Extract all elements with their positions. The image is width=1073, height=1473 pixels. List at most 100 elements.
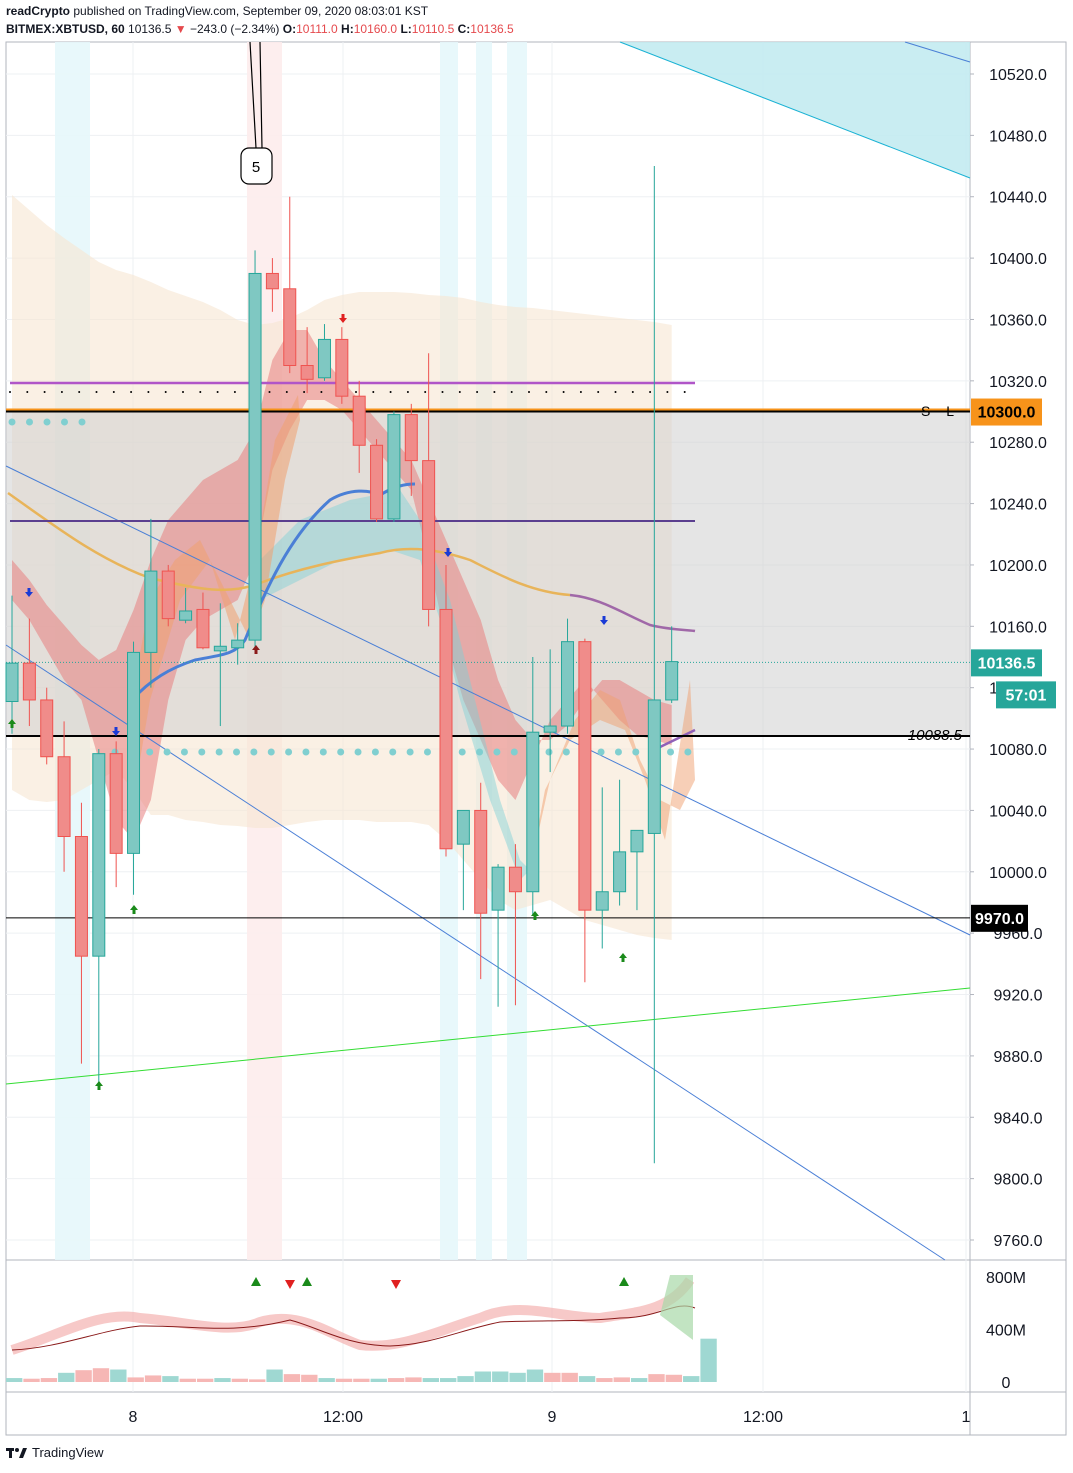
candle[interactable] [300,327,314,394]
candle-body [491,866,505,911]
volume-tick-label: 800M [986,1270,1026,1287]
up-triangle-icon [619,1277,629,1286]
teal-dot [458,748,466,756]
volume-bar [75,1370,92,1382]
candle[interactable] [491,864,505,1007]
volume-bar [405,1377,422,1382]
candle[interactable] [578,638,592,983]
volume-bar [144,1375,162,1382]
close-value: 10136.5 [470,22,514,36]
low-label: L: [400,22,412,36]
volume-tick-label: 0 [1002,1375,1011,1392]
level-dot [320,391,323,393]
candle[interactable] [526,657,540,915]
level-dot [130,391,133,393]
footer: TradingView [6,1445,104,1460]
up-arrow-icon [252,645,260,654]
candle[interactable] [630,829,644,911]
candle[interactable] [456,809,470,911]
candle[interactable] [561,618,575,734]
price-tick-label: 10160.0 [989,619,1047,636]
candle[interactable] [127,641,141,895]
candle[interactable] [613,779,627,906]
candle[interactable] [387,411,401,522]
level-dot [60,391,63,393]
footer-brand[interactable]: TradingView [32,1445,104,1460]
candle[interactable] [665,626,679,704]
candle[interactable] [370,439,384,522]
candle[interactable] [213,603,227,727]
candle[interactable] [595,787,609,949]
volume-bar [544,1372,561,1382]
tradingview-logo-icon[interactable] [6,1447,28,1459]
candle[interactable] [144,518,158,688]
channel-line-upper [904,41,971,63]
volume-cloud [660,1275,693,1340]
up-arrow-icon [95,1081,103,1090]
dotted-level [9,391,686,393]
down-arrow-icon [25,588,33,597]
price-chart[interactable]: 5 S L 10088.5 10520.0 10480.0 10440.0 10400.0 1… [0,0,1073,1440]
badge-last-price-bg [971,649,1042,677]
candle[interactable] [74,802,88,1064]
candle[interactable] [40,687,54,765]
volume-bar [370,1378,387,1382]
level-dot [528,391,530,393]
author-name[interactable]: readCrypto [6,4,71,18]
time-axis: 8 12:00 9 12:00 1 [129,1409,971,1426]
price-tick-label: 10400.0 [989,251,1047,268]
badge-countdown-bg [996,681,1056,709]
volume-bar [683,1376,700,1382]
level-dot [579,391,582,393]
candle-body [127,651,141,854]
candle[interactable] [404,403,418,496]
candle[interactable] [439,564,453,857]
volume-bar [630,1378,648,1382]
candle[interactable] [22,618,36,727]
level-dot [545,391,548,393]
last-price-text: 10136.5 [128,22,172,36]
candle[interactable] [265,258,279,312]
candle[interactable] [335,327,349,404]
level-dot [406,391,409,393]
publish-info: published on TradingView.com, September … [73,4,429,18]
candle[interactable] [231,623,245,665]
teal-dot [371,748,379,756]
candle[interactable] [248,250,262,650]
candle-body [22,662,36,701]
level-dot [216,391,219,393]
candle[interactable] [179,587,193,624]
price-tick-label: 9760.0 [994,1233,1043,1250]
candle[interactable] [352,380,366,473]
volume-bar [613,1377,630,1382]
trendline-green [5,987,971,1085]
badge-10300-bg [971,398,1042,426]
candle[interactable] [422,353,436,627]
candle[interactable] [5,595,19,734]
teal-dot [319,748,327,756]
candle[interactable] [317,324,331,381]
candle-body [387,414,401,520]
candle[interactable] [508,844,522,1006]
candle-body [317,338,331,379]
candle[interactable] [474,782,488,980]
candle[interactable] [109,741,123,888]
volume-ma-line [11,1305,696,1351]
teal-dot [545,748,553,756]
candle[interactable] [161,564,175,627]
candle[interactable] [57,721,71,872]
teal-dot [337,748,345,756]
badge-9970: 9970.0 [971,904,1028,932]
candle[interactable] [283,196,297,374]
candle[interactable] [196,592,210,650]
candle[interactable] [543,649,557,773]
candle-body [439,608,453,850]
candle[interactable] [92,749,106,1084]
badge-10300-text: 10300.0 [978,405,1036,422]
candle-body [40,699,54,758]
candle-body [561,641,575,727]
candle[interactable] [647,166,661,1164]
volume-bar [509,1372,526,1382]
candle-body [456,809,470,845]
teal-dot [26,418,33,426]
